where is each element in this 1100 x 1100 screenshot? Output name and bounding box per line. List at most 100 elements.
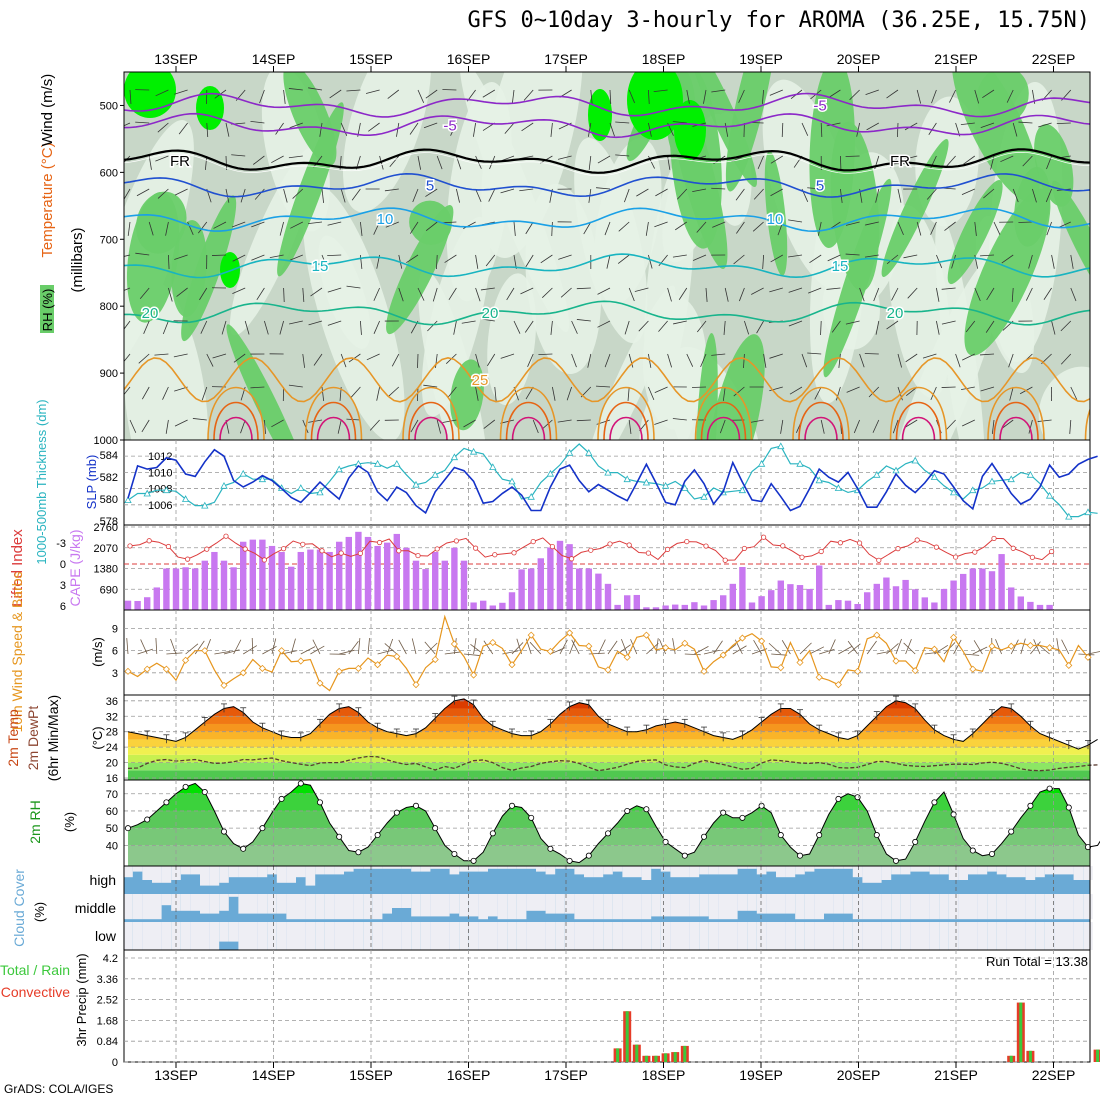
cloud-clear-low — [219, 922, 229, 942]
thickness-point — [181, 495, 190, 502]
cloud-clear-middle — [411, 894, 421, 917]
rh-point — [989, 850, 996, 857]
wind-barb — [211, 254, 227, 256]
wind-barb — [321, 254, 328, 269]
cloud-clear-low — [891, 922, 901, 950]
lifted-index-point — [242, 546, 248, 552]
wind-barb — [859, 287, 865, 302]
wind-barb — [283, 287, 285, 303]
precip-conv-bar — [664, 1053, 668, 1062]
cloud-clear-low — [641, 922, 652, 950]
wind-barb — [396, 122, 400, 137]
wind-barb — [1011, 287, 1014, 302]
wind-speed-point — [354, 664, 362, 672]
cloud-clear-middle — [257, 894, 268, 914]
wind-barb — [769, 287, 783, 293]
wind-barb — [321, 188, 325, 203]
cloud-clear-high — [872, 866, 882, 883]
wind-barb — [733, 254, 745, 265]
wind-barb — [638, 320, 649, 332]
cape-bar — [748, 602, 756, 610]
cape-bar — [307, 549, 314, 610]
thickness-point — [469, 447, 478, 455]
cloud-clear-high — [1016, 866, 1026, 878]
credit-label: GrADS: COLA/IGES — [4, 1082, 114, 1096]
cloud-clear-middle — [804, 894, 815, 920]
cloud-clear-high — [708, 866, 719, 875]
day-label-top: 22SEP — [1032, 51, 1076, 67]
thickness-point — [546, 469, 555, 477]
cape-bar — [470, 602, 477, 610]
wind-barb — [628, 287, 635, 302]
rh-point — [547, 845, 554, 852]
isotherm-warm-cell — [402, 386, 460, 440]
wind-barb — [719, 419, 726, 434]
wind-barb — [233, 353, 246, 363]
wind-barb — [251, 637, 254, 655]
wind-barb — [571, 320, 578, 334]
cloud-clear-middle — [161, 894, 172, 906]
wind-barb — [557, 419, 572, 423]
cloud-clear-low — [584, 922, 594, 950]
slp-tick-label: 1008 — [148, 484, 172, 496]
wind-barb — [251, 221, 265, 228]
rh-point — [355, 849, 362, 856]
run-total-label: Run Total = 13.38 — [986, 954, 1088, 969]
wind-barb — [873, 287, 880, 302]
isotherm-warm-cell — [901, 416, 936, 440]
cloud-clear-high — [430, 866, 440, 869]
cloud-clear-high — [766, 866, 776, 872]
thickness-point — [873, 470, 881, 478]
wind-barb — [251, 254, 265, 261]
wind-barb — [532, 419, 539, 434]
wind-barb — [890, 155, 899, 169]
cloud-clear-middle — [910, 894, 920, 920]
rh-line — [127, 782, 1100, 864]
wind-barb — [960, 122, 975, 126]
wind-10m-panel: 3 6 9 — [112, 609, 1100, 696]
wind-barb — [124, 254, 131, 257]
wind-speed-point — [892, 657, 900, 665]
wind-barb — [1000, 155, 1014, 163]
thickness-tick-label: 578 — [100, 516, 118, 528]
wind-barb — [521, 122, 534, 132]
rh-point — [316, 799, 323, 806]
cloud-clear-middle — [392, 894, 402, 908]
wind-barb — [233, 639, 242, 655]
rh-moist-area — [450, 359, 484, 431]
wind-barb — [788, 254, 803, 258]
wind-barb — [269, 254, 284, 258]
wind-barb — [124, 122, 131, 127]
cloud-clear-high — [1083, 866, 1093, 880]
cloud-clear-low — [324, 922, 335, 950]
temp-band — [128, 739, 1090, 748]
wind-barb — [488, 188, 496, 202]
wind-barb — [597, 287, 611, 295]
cloud-clear-low — [785, 922, 796, 950]
upper-air-overlay: -5 -5 FR FR 5 5 10 10 15 15 20 20 20 25 500 600 700 800 90… — [94, 71, 1091, 447]
rh-point — [163, 799, 170, 806]
wind-speed-point — [239, 669, 247, 677]
rh-point — [1008, 828, 1015, 835]
cape-bar — [134, 600, 141, 610]
thickness-point — [681, 484, 689, 491]
isotherm-line — [124, 112, 1090, 139]
cloud-clear-low — [248, 922, 258, 950]
cloud-clear-high — [929, 866, 940, 875]
wind-barb — [337, 419, 342, 434]
cloud-clear-low — [516, 922, 527, 950]
wind-barb — [373, 287, 380, 301]
wind-barb — [799, 642, 812, 655]
wind-barb — [712, 221, 726, 228]
rh-moist-area — [226, 324, 308, 440]
wind-barb — [757, 155, 764, 170]
cape-axis-label: CAPE (J/kg) — [67, 529, 83, 606]
wind-barb — [444, 254, 457, 263]
wind-speed-point — [182, 656, 190, 664]
cape-bar — [950, 580, 957, 610]
isotherm-line — [124, 207, 1090, 233]
wind-barb — [692, 254, 707, 261]
cloud-clear-high — [632, 866, 642, 878]
cloud-clear-low — [344, 922, 354, 950]
day-label-bottom: 15SEP — [349, 1067, 393, 1083]
